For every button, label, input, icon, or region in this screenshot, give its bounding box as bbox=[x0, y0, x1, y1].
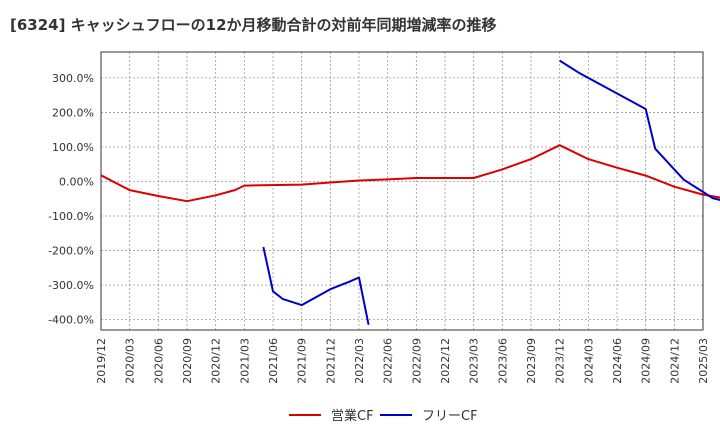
y-tick-label: 0.00% bbox=[59, 176, 94, 189]
x-tick-label: 2020/03 bbox=[124, 338, 137, 384]
x-tick-label: 2022/03 bbox=[353, 338, 366, 384]
x-tick-label: 2025/03 bbox=[697, 338, 710, 384]
x-tick-label: 2019/12 bbox=[95, 338, 108, 384]
y-tick-label: -400.0% bbox=[48, 314, 94, 327]
x-tick-label: 2022/12 bbox=[439, 338, 452, 384]
y-tick-label: 100.0% bbox=[52, 141, 94, 154]
x-tick-label: 2020/09 bbox=[181, 338, 194, 384]
x-tick-label: 2023/09 bbox=[525, 338, 538, 384]
legend: 営業CF フリーCF bbox=[289, 408, 478, 424]
x-tick-label: 2023/06 bbox=[496, 338, 509, 384]
x-tick-label: 2023/12 bbox=[554, 338, 567, 384]
series-line-operating-cf bbox=[100, 144, 720, 203]
series-layer bbox=[100, 59, 720, 325]
x-tick-label: 2024/03 bbox=[582, 338, 595, 384]
x-axis: 2019/12 2020/03 2020/06 2020/09 2020/12 2021/… bbox=[95, 338, 710, 384]
y-tick-label: 300.0% bbox=[52, 72, 94, 85]
series-line-free-cf bbox=[262, 59, 720, 325]
x-tick-label: 2020/06 bbox=[152, 338, 165, 384]
y-tick-label: -300.0% bbox=[48, 279, 94, 292]
x-tick-label: 2024/06 bbox=[611, 338, 624, 384]
plot-frame bbox=[100, 51, 704, 331]
y-tick-label: -100.0% bbox=[48, 210, 94, 223]
y-tick-label: 200.0% bbox=[52, 106, 94, 119]
x-tick-label: 2024/12 bbox=[668, 338, 681, 384]
x-tick-label: 2021/03 bbox=[238, 338, 251, 384]
x-tick-label: 2021/09 bbox=[296, 338, 309, 384]
x-tick-label: 2022/09 bbox=[410, 338, 423, 384]
y-tick-label: -200.0% bbox=[48, 245, 94, 258]
chart-title: [6324] キャッシュフローの12か月移動合計の対前年同期増減率の推移 bbox=[10, 16, 497, 34]
x-tick-label: 2021/12 bbox=[324, 338, 337, 384]
x-tick-label: 2020/12 bbox=[210, 338, 223, 384]
legend-label: フリーCF bbox=[422, 409, 478, 424]
legend-label: 営業CF bbox=[331, 408, 374, 424]
y-axis: 300.0% 200.0% 100.0% 0.00% -100.0% -200.0% -30… bbox=[48, 72, 94, 327]
grid bbox=[100, 52, 704, 330]
x-tick-label: 2022/06 bbox=[382, 338, 395, 384]
x-tick-label: 2024/09 bbox=[640, 338, 653, 384]
x-tick-label: 2023/03 bbox=[468, 338, 481, 384]
x-tick-label: 2021/06 bbox=[267, 338, 280, 384]
